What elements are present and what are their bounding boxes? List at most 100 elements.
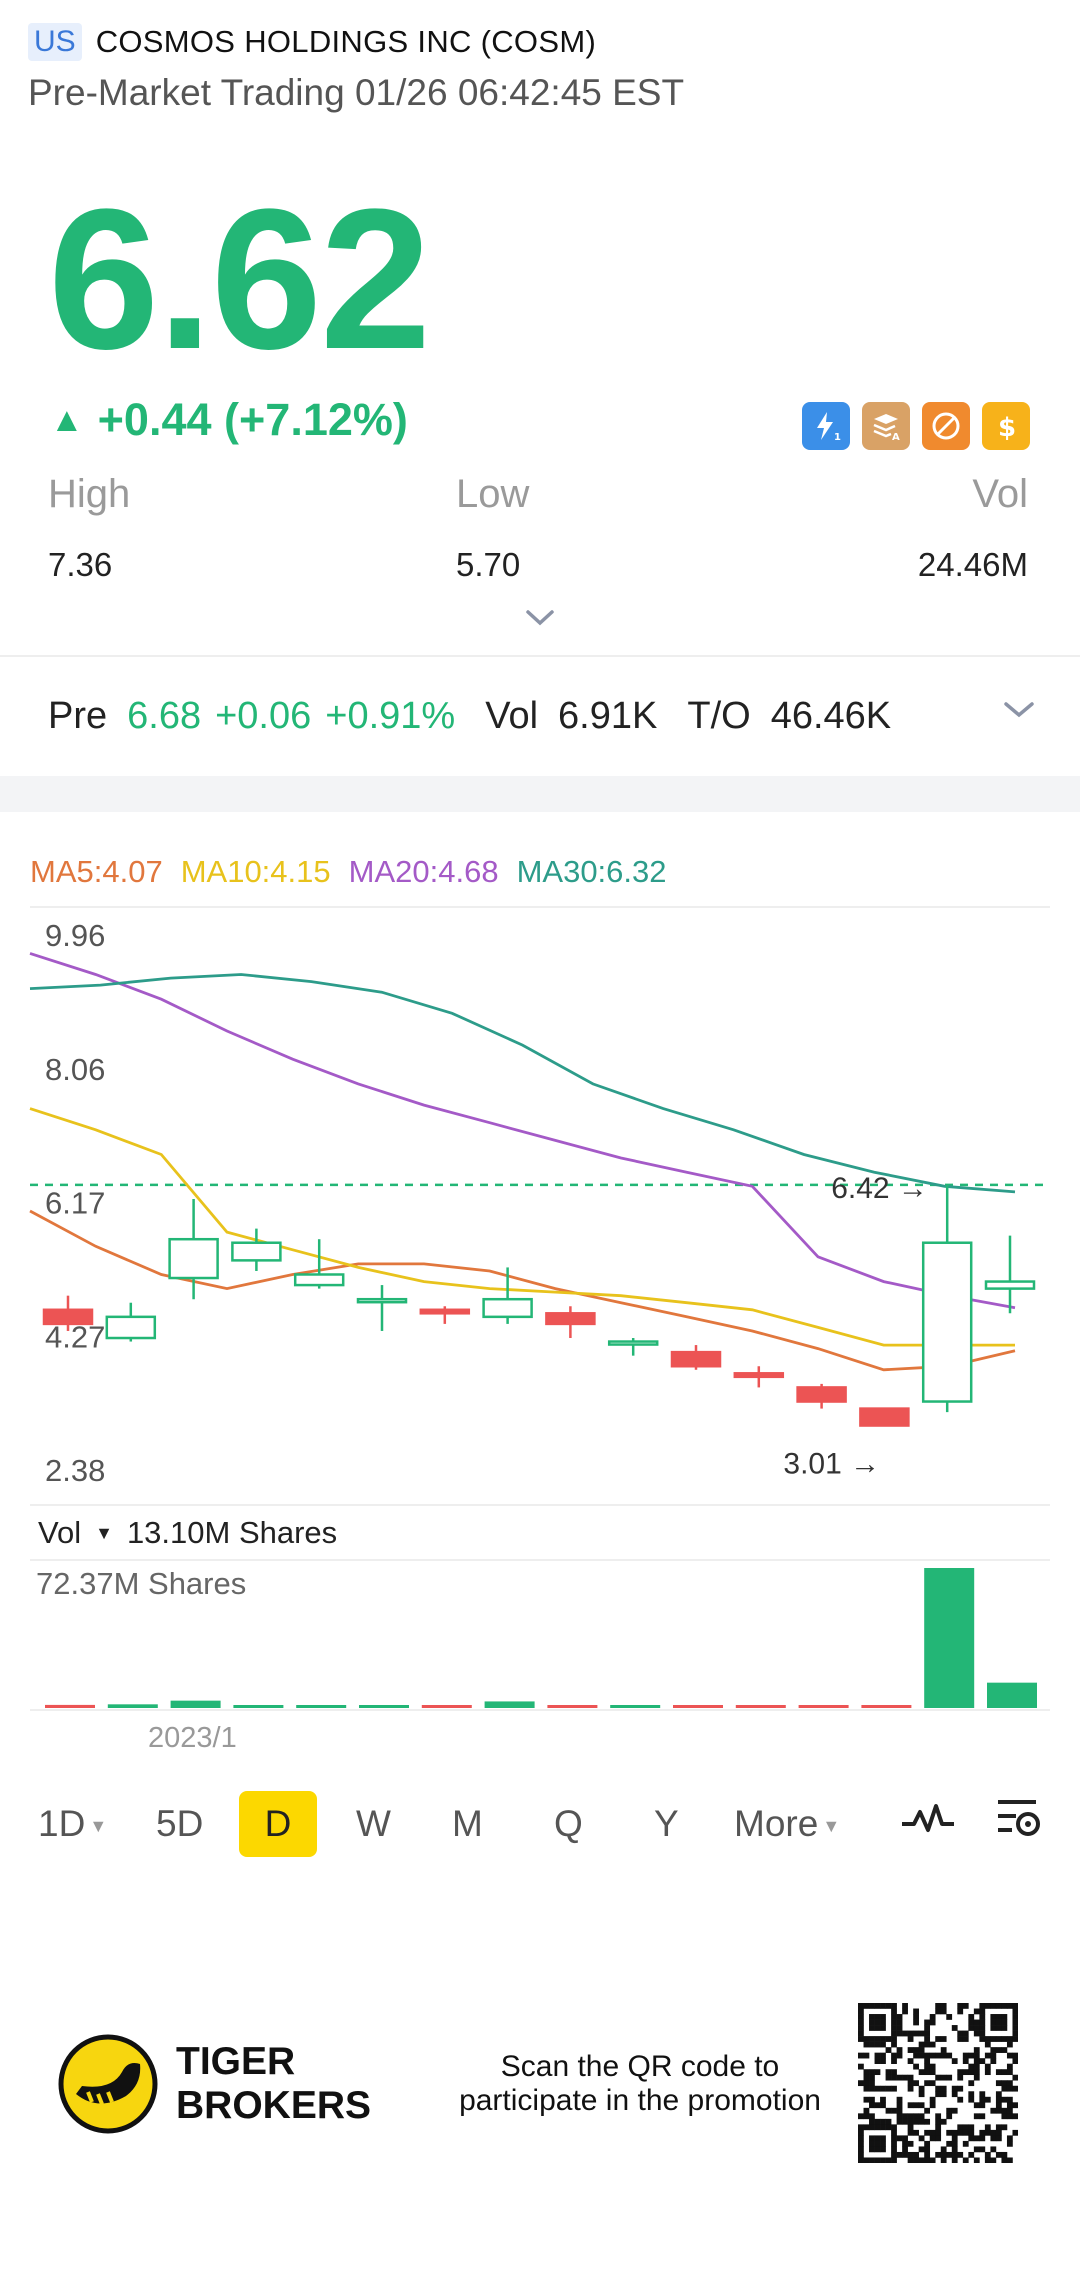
x-axis-date: 2023/1 — [148, 1722, 237, 1754]
qr-module — [1001, 2085, 1008, 2092]
qr-module — [907, 2157, 914, 2163]
chart-settings-icon[interactable] — [996, 1794, 1044, 1847]
qr-module — [913, 2063, 919, 2070]
lightning-1-badge-icon[interactable]: 1 — [802, 402, 850, 450]
qr-module — [995, 2047, 1002, 2053]
qr-module — [995, 2025, 1002, 2031]
premarket-price: 6.68 — [127, 694, 202, 737]
volume-bar — [987, 1682, 1037, 1708]
qr-module — [902, 2135, 908, 2142]
qr-module — [891, 2085, 897, 2092]
qr-module — [869, 2140, 875, 2147]
qr-module — [951, 2151, 958, 2158]
period-year[interactable]: Y — [654, 1803, 679, 1844]
qr-module — [1012, 2003, 1018, 2009]
qr-module — [968, 2091, 975, 2098]
qr-code-icon[interactable] — [858, 2003, 1018, 2163]
qr-module — [858, 2008, 864, 2015]
qr-module — [907, 2036, 914, 2042]
dollar-badge-icon[interactable]: $ — [982, 402, 1030, 450]
volume-indicator-selector[interactable]: Vol ▼ 13.10M Shares — [38, 1515, 337, 1551]
qr-module — [885, 2107, 892, 2114]
qr-module — [924, 2151, 931, 2158]
qr-module — [946, 2129, 953, 2136]
qr-module — [918, 2085, 925, 2092]
qr-module — [902, 2146, 908, 2153]
qr-module — [896, 2135, 903, 2142]
candle-body — [545, 1312, 596, 1326]
qr-module — [880, 2157, 886, 2163]
period-5d[interactable]: 5D — [156, 1803, 204, 1844]
tiger-logo-icon — [58, 2034, 158, 2139]
qr-module — [979, 2102, 986, 2109]
qr-module — [968, 2069, 975, 2076]
qr-module — [863, 2085, 870, 2092]
qr-module — [1006, 2113, 1013, 2120]
period-1d[interactable]: 1D ▼ — [38, 1803, 107, 1845]
high-marker-label: 6.42 → — [831, 1172, 928, 1205]
qr-module — [1006, 2036, 1013, 2042]
premarket-to: 46.46K — [770, 694, 892, 737]
qr-module — [1012, 2008, 1018, 2015]
qr-module — [990, 2014, 997, 2020]
period-quarter[interactable]: Q — [554, 1803, 583, 1844]
qr-module — [995, 2014, 1002, 2020]
stack-a-badge-icon[interactable]: A — [862, 402, 910, 450]
qr-module — [1006, 2096, 1013, 2103]
qr-module — [891, 2157, 897, 2163]
period-more[interactable]: More ▼ — [734, 1803, 840, 1845]
ma30-line — [29, 973, 1016, 1194]
qr-module — [858, 2052, 864, 2059]
qr-module — [885, 2124, 892, 2131]
period-month[interactable]: M — [452, 1803, 483, 1844]
y-tick-label: 2.38 — [45, 1453, 105, 1488]
qr-module — [907, 2113, 914, 2120]
period-week[interactable]: W — [356, 1803, 391, 1844]
qr-module — [885, 2003, 892, 2009]
premarket-row[interactable]: Pre 6.68 +0.06 +0.91% Vol 6.91K T/O 46.4… — [48, 688, 1040, 744]
volume-value: 24.46M — [917, 546, 1028, 583]
qr-module — [869, 2014, 875, 2020]
ma-legend: MA5:4.07 MA10:4.15 MA20:4.68 MA30:6.32 — [30, 854, 667, 890]
qr-module — [995, 2069, 1002, 2076]
indicator-icon[interactable] — [900, 1798, 956, 1843]
qr-module — [979, 2146, 986, 2153]
qr-module — [885, 2047, 892, 2053]
low-value: 5.70 — [456, 546, 521, 583]
qr-module — [902, 2030, 908, 2037]
qr-module — [957, 2096, 964, 2103]
premarket-expand-chevron-icon[interactable] — [1002, 700, 1036, 725]
qr-module — [885, 2118, 892, 2125]
qr-module — [885, 2157, 892, 2163]
period-selector: 1D ▼ 5D D W M Q Y More ▼ — [28, 1790, 1052, 1858]
qr-module — [984, 2069, 991, 2076]
qr-module — [929, 2069, 936, 2076]
y-tick-label: 8.06 — [45, 1052, 105, 1087]
qr-module — [863, 2080, 870, 2087]
qr-module — [869, 2036, 875, 2042]
qr-module — [995, 2003, 1002, 2009]
qr-module — [858, 2003, 864, 2009]
qr-module — [979, 2091, 986, 2098]
qr-module — [869, 2085, 875, 2092]
qr-module — [869, 2118, 875, 2125]
qr-module — [902, 2008, 908, 2015]
qr-module — [885, 2085, 892, 2092]
no-fee-badge-icon[interactable] — [922, 402, 970, 450]
qr-module — [995, 2129, 1002, 2136]
qr-module — [896, 2151, 903, 2158]
qr-module — [863, 2036, 870, 2042]
qr-module — [946, 2151, 953, 2158]
qr-module — [1001, 2151, 1008, 2158]
kline-chart[interactable]: 9.96 8.06 6.17 4.27 2.38 6.42 → 3.01 → — [0, 890, 1080, 1730]
qr-module — [962, 2058, 969, 2064]
qr-module — [946, 2140, 953, 2147]
period-day[interactable]: D — [239, 1791, 317, 1857]
qr-module — [990, 2129, 997, 2136]
qr-module — [968, 2025, 975, 2031]
qr-module — [874, 2085, 881, 2092]
expand-stats-chevron-icon[interactable] — [524, 608, 556, 633]
candle-body — [733, 1372, 785, 1379]
high-label: High — [48, 472, 131, 516]
qr-module — [935, 2036, 942, 2042]
